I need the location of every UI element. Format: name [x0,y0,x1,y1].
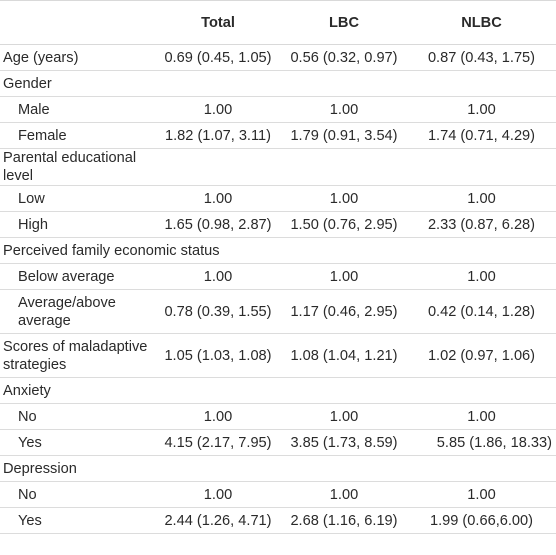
header-variable [0,1,155,45]
cell-lbc: 1.00 [329,101,359,118]
cell-lbc: 1.00 [329,486,359,503]
cell-nlbc [407,456,556,482]
cell-nlbc [407,149,556,186]
cell-nlbc: 0.87 (0.43, 1.75) [427,49,536,66]
table-row: Female 1.82 (1.07, 3.11) 1.79 (0.91, 3.5… [0,123,556,149]
table-row: Yes 2.44 (1.26, 4.71) 2.68 (1.16, 6.19) … [0,508,556,534]
row-label: Scores of maladaptive strategies [3,338,148,373]
cell-nlbc: 0.42 (0.14, 1.28) [427,303,536,320]
table-row: High 1.65 (0.98, 2.87) 1.50 (0.76, 2.95)… [0,212,556,238]
cell-total: 1.00 [203,190,233,207]
row-label: Yes [18,434,42,451]
cell-total [155,71,281,97]
cell-total: 0.69 (0.45, 1.05) [164,49,272,66]
cell-lbc [281,378,407,404]
row-label: Anxiety [3,382,51,399]
table-row: Age (years) 0.69 (0.45, 1.05) 0.56 (0.32… [0,45,556,71]
table-row: Yes 4.15 (2.17, 7.95) 3.85 (1.73, 8.59) … [0,430,556,456]
cell-total [155,456,281,482]
results-table: Total LBC NLBC Age (years) 0.69 (0.45, 1… [0,0,556,534]
cell-total: 1.00 [203,408,233,425]
cell-lbc [281,456,407,482]
table-row: Low 1.00 1.00 1.00 [0,186,556,212]
table-body: Age (years) 0.69 (0.45, 1.05) 0.56 (0.32… [0,45,556,534]
row-label: Perceived family economic status [3,242,220,259]
cell-lbc [281,238,407,264]
cell-nlbc: 1.02 (0.97, 1.06) [427,347,536,364]
cell-lbc: 1.79 (0.91, 3.54) [290,127,398,144]
row-label: No [18,408,37,425]
row-label: Gender [3,75,52,92]
table-row: Scores of maladaptive strategies 1.05 (1… [0,334,556,378]
table-row: Average/above average 0.78 (0.39, 1.55) … [0,290,556,334]
cell-nlbc [407,238,556,264]
header-row: Total LBC NLBC [0,0,556,45]
row-label: Average/above average [18,294,116,329]
cell-nlbc: 1.00 [467,268,496,285]
cell-nlbc: 1.99 (0.66,6.00) [429,512,534,529]
cell-lbc: 1.00 [329,408,359,425]
cell-total: 1.00 [203,268,233,285]
cell-nlbc: 1.00 [467,408,496,425]
row-label: Female [18,127,67,144]
cell-total: 1.82 (1.07, 3.11) [164,127,271,144]
cell-total: 1.05 (1.03, 1.08) [164,347,272,364]
cell-lbc: 2.68 (1.16, 6.19) [290,512,398,529]
header-total: Total [201,14,235,31]
cell-lbc: 1.17 (0.46, 2.95) [290,303,398,320]
cell-total: 2.44 (1.26, 4.71) [164,512,272,529]
table-row: Parental educational level [0,149,556,186]
cell-nlbc: 1.00 [467,190,496,207]
cell-nlbc: 1.00 [467,101,496,118]
table-header: Total LBC NLBC [0,0,556,45]
row-label: Age (years) [3,49,79,66]
row-label: Male [18,101,50,118]
table-row: Below average 1.00 1.00 1.00 [0,264,556,290]
table-row: Gender [0,71,556,97]
cell-lbc: 1.00 [329,190,359,207]
cell-total: 4.15 (2.17, 7.95) [164,434,272,451]
header-nlbc: NLBC [461,14,502,31]
cell-total: 1.00 [203,486,233,503]
cell-total: 0.78 (0.39, 1.55) [164,303,272,320]
cell-lbc: 1.08 (1.04, 1.21) [290,347,398,364]
header-lbc: LBC [329,14,359,31]
table-row: Anxiety [0,378,556,404]
cell-lbc: 1.50 (0.76, 2.95) [290,216,398,233]
cell-nlbc [407,378,556,404]
row-label: Low [18,190,45,207]
cell-nlbc: 1.74 (0.71, 4.29) [427,127,536,144]
cell-total [155,149,281,186]
cell-lbc [281,71,407,97]
table-row: Male 1.00 1.00 1.00 [0,97,556,123]
cell-nlbc [407,71,556,97]
cell-lbc: 1.00 [329,268,359,285]
cell-lbc: 3.85 (1.73, 8.59) [290,434,398,451]
cell-total [155,378,281,404]
cell-lbc: 0.56 (0.32, 0.97) [290,49,398,66]
row-label: Yes [18,512,42,529]
cell-lbc [281,149,407,186]
row-label: No [18,486,37,503]
row-label: High [18,216,49,233]
cell-nlbc: 5.85 (1.86, 18.33) [436,434,552,451]
table-row: No 1.00 1.00 1.00 [0,404,556,430]
row-label: Below average [18,268,115,285]
cell-nlbc: 1.00 [467,486,496,503]
row-label: Depression [3,460,77,477]
row-label: Parental educational level [3,150,137,184]
table-row: Depression [0,456,556,482]
cell-total: 1.65 (0.98, 2.87) [164,216,272,233]
table-row: Perceived family economic status [0,238,556,264]
table-row: No 1.00 1.00 1.00 [0,482,556,508]
cell-total: 1.00 [203,101,233,118]
cell-nlbc: 2.33 (0.87, 6.28) [427,216,536,233]
